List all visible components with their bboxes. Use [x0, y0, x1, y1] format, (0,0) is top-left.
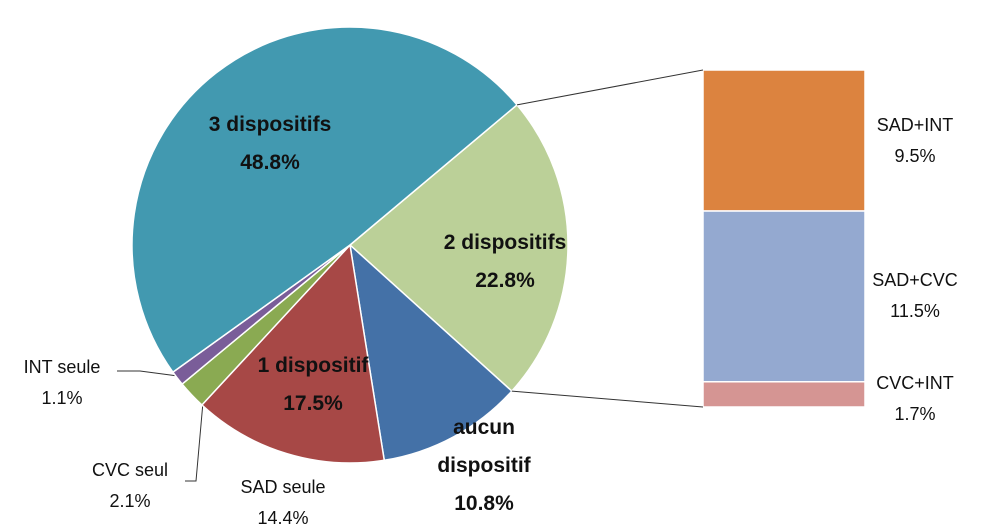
bar-label: CVC+INT 1.7% [876, 368, 954, 430]
label-text: 11.5% [890, 301, 940, 322]
leader-line [185, 401, 204, 482]
label-text: INT seule [23, 357, 101, 377]
bar-segment [702, 381, 866, 408]
label-text: 48.8% [240, 151, 300, 174]
label-text: 1.7% [894, 404, 936, 425]
connector-line [516, 69, 704, 106]
slice-label: CVC seul 2.1% [92, 455, 168, 517]
label-text: 3 dispositifs [208, 113, 332, 136]
label-text: SAD+INT [876, 114, 954, 135]
group-label: 1 dispositif 17.5% [258, 347, 369, 423]
slice-label: 3 dispositifs 48.8% [209, 106, 332, 182]
label-text: 14.4% [257, 508, 309, 526]
slice-label: SAD seule 14.4% [240, 472, 325, 526]
label-text: 1 dispositif [257, 354, 369, 377]
label-text: aucun dispositif [437, 416, 531, 477]
label-text: 10.8% [454, 492, 514, 515]
bar-segment [702, 210, 866, 383]
label-text: 2 dispositifs [443, 231, 567, 254]
pie-slice [131, 26, 519, 374]
label-text: CVC seul [91, 460, 169, 480]
label-text: 22.8% [475, 269, 535, 292]
connector-line [511, 390, 704, 408]
slice-label: aucun dispositif 10.8% [424, 409, 544, 523]
label-text: 2.1% [109, 491, 151, 511]
slice-label: 2 dispositifs 22.8% [444, 224, 567, 300]
pie-slice [200, 243, 386, 464]
pie-slice [348, 103, 569, 393]
bar-label: SAD+CVC 11.5% [872, 265, 958, 327]
label-text: 17.5% [283, 392, 343, 415]
pie-slice [348, 243, 513, 462]
label-text: 9.5% [894, 145, 936, 166]
slice-label: INT seule 1.1% [24, 352, 101, 414]
bar-segment [702, 69, 866, 212]
label-text: 1.1% [41, 388, 83, 408]
bar-label: SAD+INT 9.5% [877, 110, 954, 172]
label-text: SAD seule [240, 477, 326, 497]
label-text: SAD+CVC [872, 270, 958, 291]
label-text: CVC+INT [876, 373, 954, 394]
